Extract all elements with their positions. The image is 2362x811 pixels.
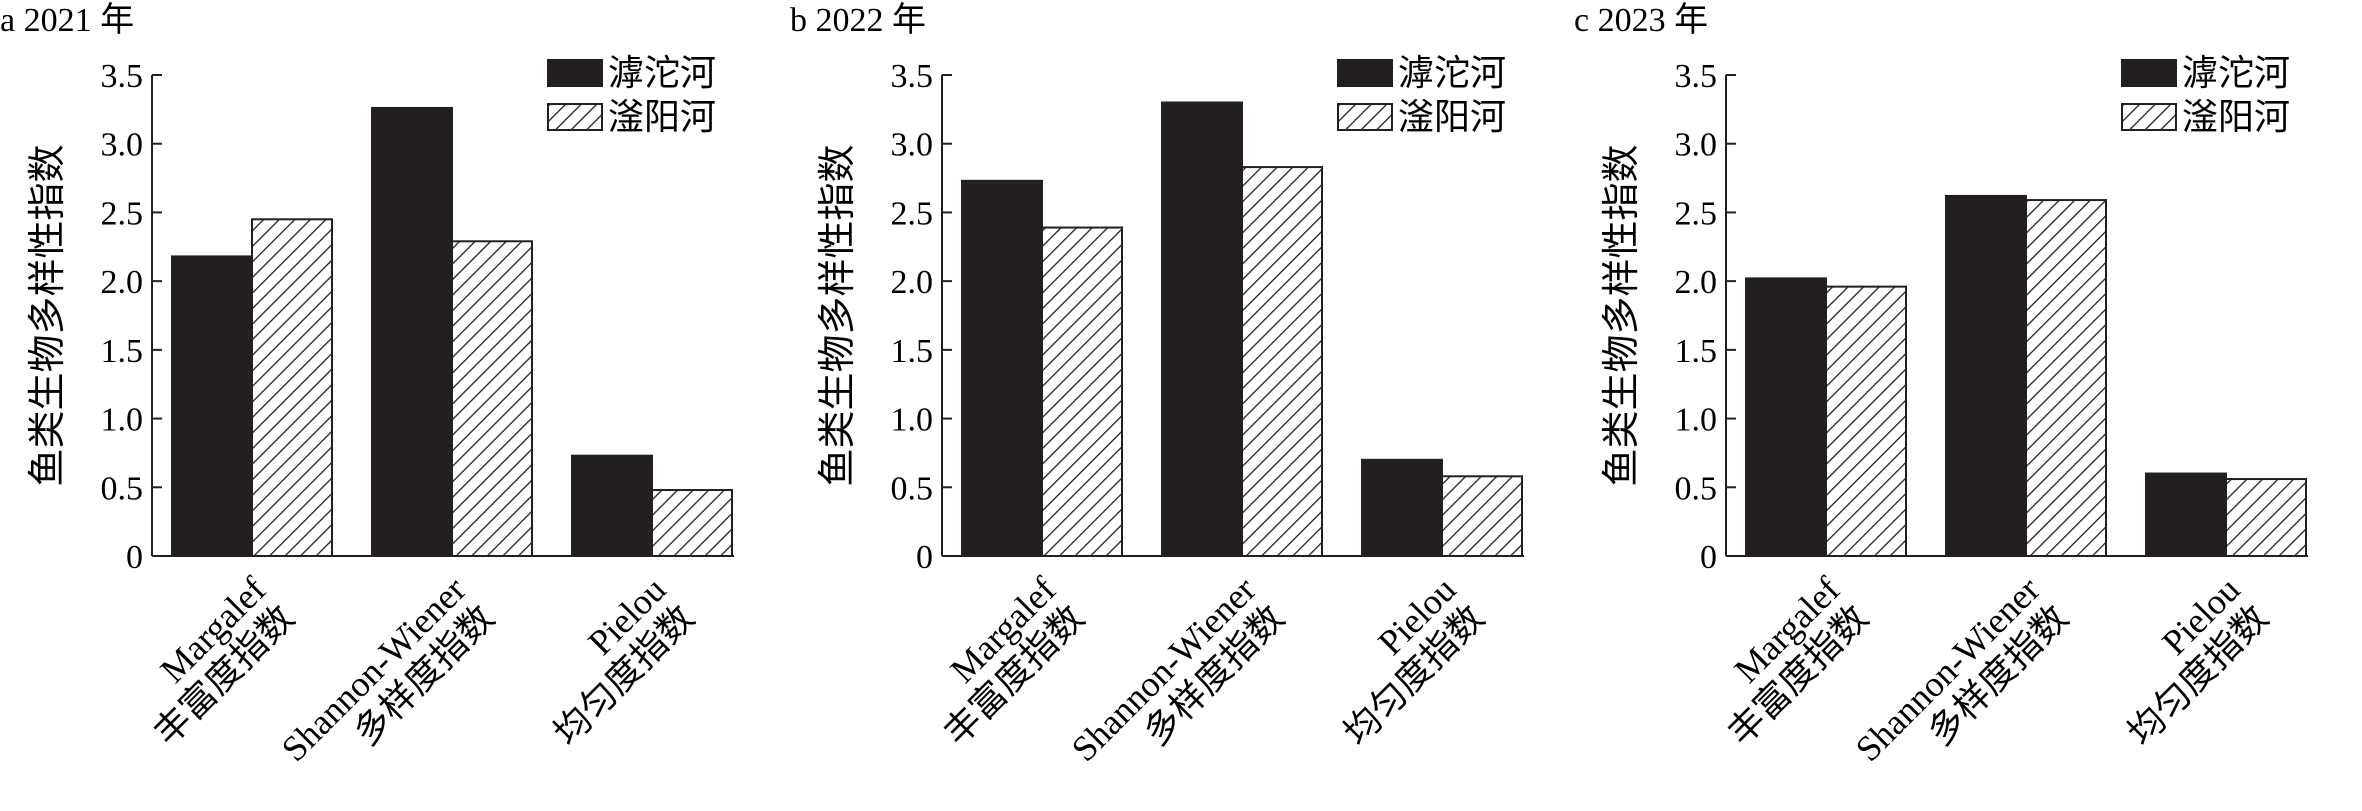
bar-hutuo-2 (1945, 194, 2027, 558)
legend-label-1: 滹沱河 (1398, 53, 1506, 93)
y-tick-label: 0 (126, 539, 143, 576)
x-tick-label: Margalef丰富度指数 (908, 569, 1092, 753)
bar-fuyang-2 (2025, 199, 2107, 557)
chart-panel-2: b 2022 年 0 0.5 1.0 1.5 2.0 2.5 3.0 3.5 鱼类生物多样性指数 M… (790, 1, 1524, 797)
y-tick-label: 2.0 (1675, 264, 1718, 301)
x-tick-label: Shannon-Wiener多样度指数 (1064, 569, 1292, 797)
y-tick-label: 1.0 (101, 402, 144, 439)
y-tick-label: 3.5 (1675, 58, 1718, 95)
y-axis-label: 鱼类生物多样性指数 (817, 144, 859, 486)
bar-hutuo-3 (2145, 472, 2227, 557)
y-tick-label: 1.5 (101, 333, 144, 370)
y-tick-label: 1.0 (891, 402, 934, 439)
y-tick-label: 1.5 (891, 333, 934, 370)
bar-hutuo-1 (961, 179, 1043, 557)
bar-fuyang-3 (651, 489, 733, 557)
x-tick-label: Shannon-Wiener多样度指数 (274, 569, 502, 797)
legend-swatch-2 (547, 103, 603, 131)
legend-swatch-1 (1337, 59, 1393, 87)
legend-label-1: 滹沱河 (2182, 53, 2290, 93)
chart-panel-3: c 2023 年 0 0.5 1.0 1.5 2.0 2.5 3.0 3.5 鱼类生物多样性指数 M… (1574, 1, 2308, 797)
y-tick-label: 3.0 (1675, 127, 1718, 164)
y-tick-label: 3.5 (101, 58, 144, 95)
y-tick-label: 2.5 (1675, 195, 1718, 232)
x-tick-label: Margalef丰富度指数 (118, 569, 302, 753)
legend-label-1: 滹沱河 (608, 53, 716, 93)
bar-fuyang-1 (1825, 285, 1907, 557)
chart-title: a 2021 年 (0, 1, 134, 39)
x-tick-label: Pielou均匀度指数 (1308, 569, 1492, 753)
chart-title: b 2022 年 (790, 1, 926, 39)
bar-fuyang-2 (451, 240, 533, 557)
x-tick-label: Pielou均匀度指数 (518, 569, 702, 753)
bar-hutuo-2 (1161, 101, 1243, 557)
bar-hutuo-2 (371, 106, 453, 558)
x-tick-label: Pielou均匀度指数 (2092, 569, 2276, 753)
bar-hutuo-1 (171, 255, 253, 557)
y-tick-label: 3.0 (891, 127, 934, 164)
legend-swatch-1 (547, 59, 603, 87)
x-tick-label: Margalef丰富度指数 (1692, 569, 1876, 753)
x-tick-label: Shannon-Wiener多样度指数 (1848, 569, 2076, 797)
y-tick-label: 2.5 (891, 195, 934, 232)
bar-fuyang-1 (1041, 226, 1123, 557)
bar-hutuo-1 (1745, 277, 1827, 557)
legend-label-2: 滏阳河 (608, 97, 716, 137)
y-tick-label: 0.5 (101, 470, 144, 507)
y-tick-label: 3.0 (101, 127, 144, 164)
bar-hutuo-3 (571, 454, 653, 558)
y-tick-label: 2.0 (101, 264, 144, 301)
y-tick-label: 2.0 (891, 264, 934, 301)
chart-panel-1: a 2021 年 0 0.5 1.0 1.5 2.0 2.5 3.0 3.5 鱼类生物多样性指数 M… (0, 1, 734, 797)
y-axis-label: 鱼类生物多样性指数 (27, 144, 69, 486)
y-tick-label: 2.5 (101, 195, 144, 232)
legend-label-2: 滏阳河 (2182, 97, 2290, 137)
y-tick-label: 0.5 (1675, 470, 1718, 507)
chart-title: c 2023 年 (1574, 1, 1708, 39)
bar-fuyang-3 (2225, 478, 2307, 558)
y-tick-label: 1.0 (1675, 402, 1718, 439)
legend-swatch-2 (2121, 103, 2177, 131)
y-tick-label: 3.5 (891, 58, 934, 95)
y-axis-label: 鱼类生物多样性指数 (1601, 144, 1643, 486)
bar-fuyang-2 (1241, 166, 1323, 557)
legend-swatch-1 (2121, 59, 2177, 87)
y-tick-label: 0 (916, 539, 933, 576)
y-tick-label: 0 (1700, 539, 1717, 576)
bar-fuyang-3 (1441, 475, 1523, 558)
bar-fuyang-1 (251, 218, 333, 558)
y-tick-label: 1.5 (1675, 333, 1718, 370)
bar-hutuo-3 (1361, 458, 1443, 557)
legend-label-2: 滏阳河 (1398, 97, 1506, 137)
legend-swatch-2 (1337, 103, 1393, 131)
y-tick-label: 0.5 (891, 470, 934, 507)
